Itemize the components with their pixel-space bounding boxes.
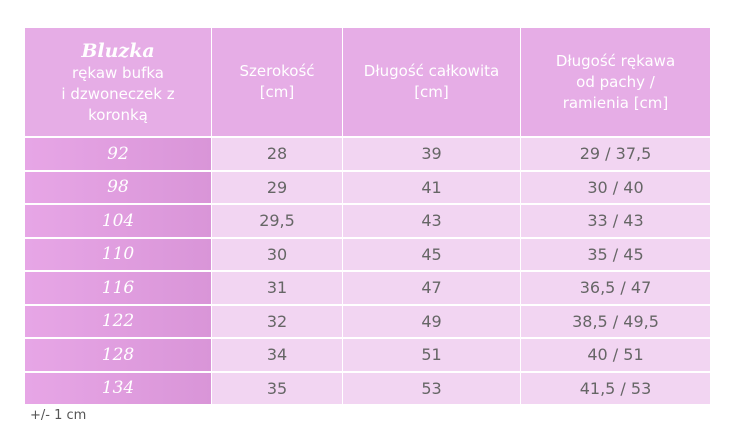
header-line: Szerokość: [239, 62, 315, 80]
table-cell: 35 / 45: [521, 238, 711, 272]
table-cell: 28: [212, 138, 343, 172]
table-cell: 51: [343, 339, 521, 373]
size-label: 98: [25, 171, 212, 205]
table-cell: 30 / 40: [521, 171, 711, 205]
table-cell: 30: [212, 238, 343, 272]
table-cell: 29,5: [212, 205, 343, 239]
size-label: 122: [25, 305, 212, 339]
table-cell: 29: [212, 171, 343, 205]
column-header: Szerokość [cm]: [212, 28, 343, 138]
column-header: Długość całkowita [cm]: [343, 28, 521, 138]
table-title: Bluzka: [81, 39, 155, 62]
table-cell: 39: [343, 138, 521, 172]
table-cell: 40 / 51: [521, 339, 711, 373]
table-cell: 31: [212, 272, 343, 306]
header-line: Długość rękawa: [555, 51, 676, 70]
size-label: 128: [25, 339, 212, 373]
table-cell: 29 / 37,5: [521, 138, 711, 172]
table-cell: 49: [343, 305, 521, 339]
column-header: Długość rękawa od pachy / ramienia [cm]: [521, 28, 711, 138]
table-cell: 33 / 43: [521, 205, 711, 239]
subtitle-line: i dzwoneczek z: [61, 84, 175, 103]
table-cell: 47: [343, 272, 521, 306]
header-line: od pachy /: [576, 72, 655, 91]
size-label: 104: [25, 205, 212, 239]
table-cell: 45: [343, 238, 521, 272]
footnote: +/- 1 cm: [30, 408, 87, 423]
table-cell: 53: [343, 372, 521, 406]
table-cell: 38,5 / 49,5: [521, 305, 711, 339]
size-table: Bluzka rękaw bufka i dzwoneczek z koronką Sz…: [25, 28, 711, 406]
table-cell: 43: [343, 205, 521, 239]
header-line: [cm]: [259, 83, 295, 101]
size-label: 110: [25, 238, 212, 272]
table-cell: 36,5 / 47: [521, 272, 711, 306]
subtitle-line: koronką: [88, 105, 148, 124]
table-cell: 41,5 / 53: [521, 372, 711, 406]
size-label: 92: [25, 138, 212, 172]
table-cell: 34: [212, 339, 343, 373]
table-cell: 32: [212, 305, 343, 339]
size-label: 134: [25, 372, 212, 406]
header-line: [cm]: [414, 83, 449, 101]
subtitle-line: rękaw bufka: [72, 63, 164, 82]
header-cell: Bluzka rękaw bufka i dzwoneczek z koronką: [25, 28, 212, 138]
table-cell: 41: [343, 171, 521, 205]
header-line: ramienia [cm]: [562, 93, 669, 112]
header-line: Długość całkowita: [363, 62, 500, 80]
size-label: 116: [25, 272, 212, 306]
table-cell: 35: [212, 372, 343, 406]
